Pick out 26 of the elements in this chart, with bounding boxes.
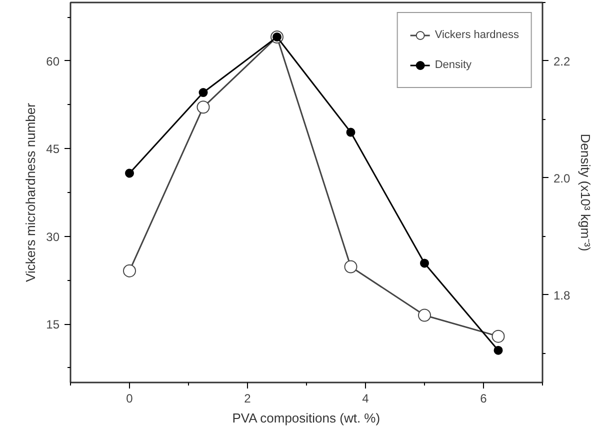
x-tick-label: 0: [126, 392, 134, 406]
x-tick-label: 2: [244, 392, 252, 406]
y2-tick-label: 2.2: [554, 54, 571, 68]
y-tick-label: 45: [46, 142, 60, 156]
point: [198, 88, 208, 98]
x-tick-label: 6: [480, 392, 488, 406]
legend-label: Vickers hardness: [434, 29, 519, 41]
y-axis-title: Vickers microhardness number: [23, 102, 38, 282]
x-axis-title: PVA compositions (wt. %): [232, 410, 380, 426]
point: [418, 308, 431, 322]
x-tick-label: 4: [362, 392, 370, 406]
point: [125, 168, 134, 178]
point: [420, 258, 429, 268]
point: [492, 330, 505, 343]
y-tick-label: 30: [46, 230, 60, 244]
point: [123, 264, 136, 278]
y2-axis-title: Density (x10³ kgm⁻³): [578, 134, 594, 252]
y2-tick-label: 1.8: [554, 288, 571, 302]
point: [196, 100, 210, 114]
point: [346, 128, 356, 137]
y2-tick-label: 2.0: [554, 171, 571, 186]
y-tick-label: 15: [46, 318, 60, 332]
legend-label: Density: [434, 59, 472, 71]
y-tick-label: 60: [46, 54, 60, 68]
point: [344, 260, 358, 274]
point: [494, 346, 503, 355]
